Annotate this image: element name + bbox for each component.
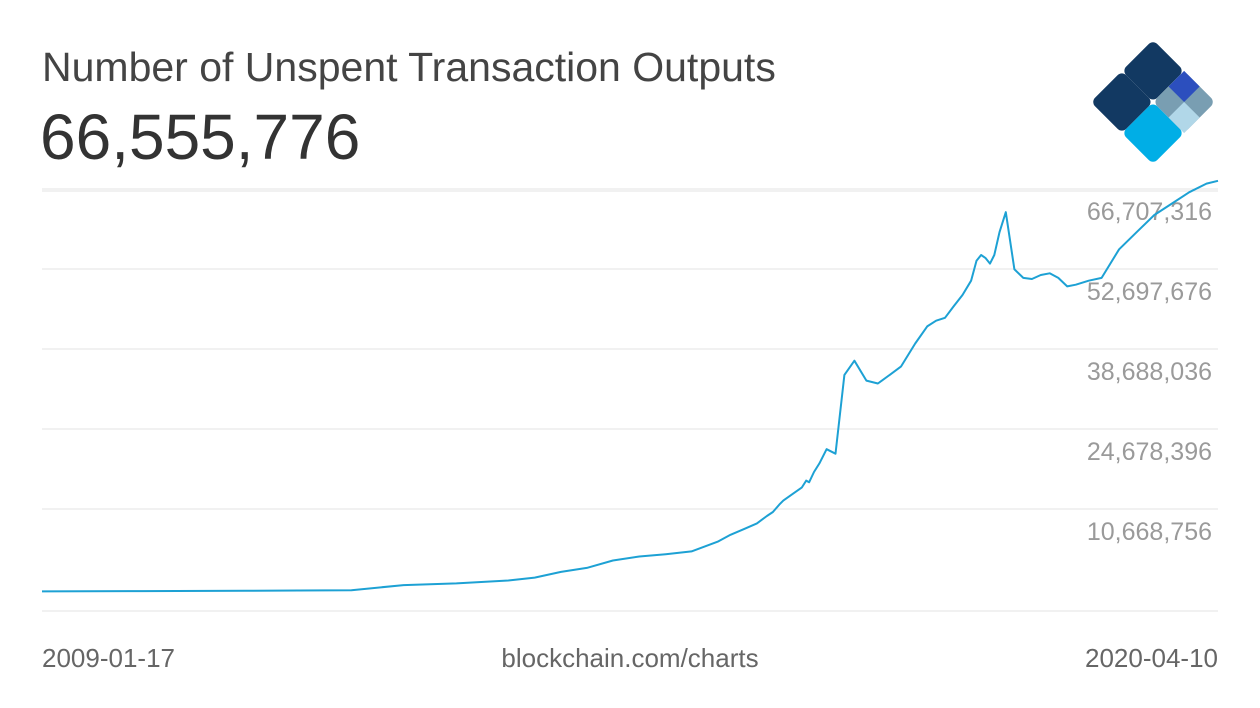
current-value: 66,555,776 xyxy=(40,101,361,173)
grid-lines xyxy=(42,188,1218,612)
series-lines xyxy=(41,179,1219,593)
series-line xyxy=(41,179,1219,593)
y-tick-label: 52,697,676 xyxy=(1087,278,1212,306)
logo-tile-dark xyxy=(1124,42,1182,100)
y-axis-ticks: 10,668,756 24,678,396 38,688,036 52,697,676… xyxy=(1087,198,1212,546)
y-tick-label: 38,688,036 xyxy=(1087,358,1212,386)
logo-tile-navy xyxy=(1093,73,1151,131)
y-tick-label: 10,668,756 xyxy=(1087,518,1212,546)
source-label: blockchain.com/charts xyxy=(501,643,759,673)
y-tick-label: 24,678,396 xyxy=(1087,438,1212,466)
blockchain-logo xyxy=(1093,42,1213,162)
logo-tile-cyan xyxy=(1124,104,1182,162)
x-axis-start-label: 2009-01-17 xyxy=(42,643,175,673)
y-tick-label: 66,707,316 xyxy=(1087,198,1212,226)
chart-title: Number of Unspent Transaction Outputs xyxy=(42,44,776,90)
x-axis-end-label: 2020-04-10 xyxy=(1085,643,1218,673)
